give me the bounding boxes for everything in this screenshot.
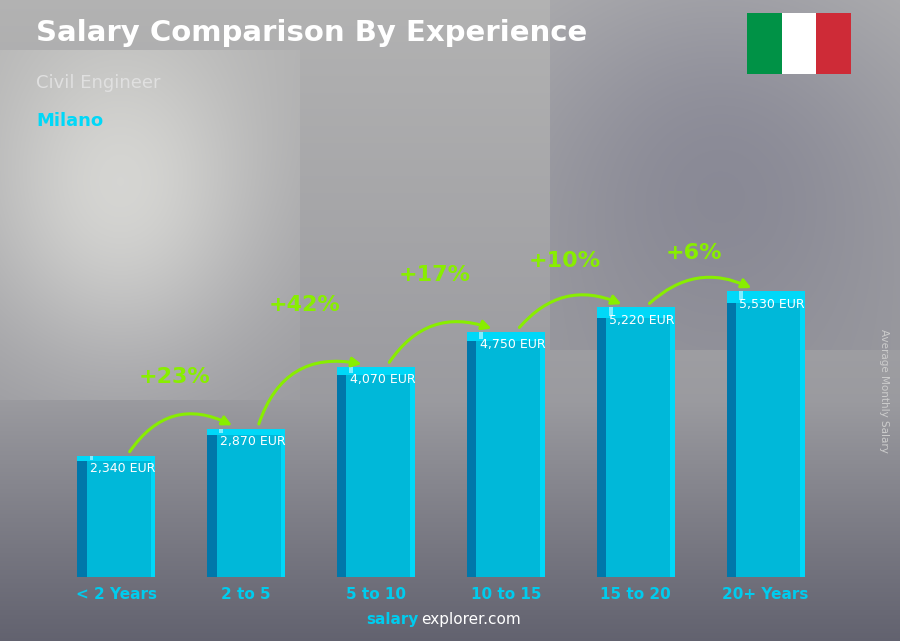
Bar [338,367,415,375]
Bar [726,292,736,577]
Bar [220,429,223,433]
Bar [479,331,483,340]
Text: 5,530 EUR: 5,530 EUR [739,297,805,310]
Text: +6%: +6% [666,243,723,263]
Bar [338,367,415,577]
Text: Average Monthly Salary: Average Monthly Salary [878,329,889,453]
Bar [89,456,94,460]
Bar [597,308,675,318]
Bar [150,456,156,577]
Bar [467,331,476,577]
Bar [338,367,346,577]
Bar [747,13,781,74]
Bar [670,308,675,577]
Text: 2,870 EUR: 2,870 EUR [220,435,285,448]
Bar [597,308,675,577]
Bar [207,429,285,577]
Bar [597,308,607,577]
Bar [726,292,805,577]
Bar [467,331,544,342]
Text: Milano: Milano [36,112,104,130]
Text: 5,220 EUR: 5,220 EUR [609,313,675,326]
Bar [781,13,816,74]
Text: +10%: +10% [528,251,600,271]
Text: Salary Comparison By Experience: Salary Comparison By Experience [36,19,587,47]
Text: Civil Engineer: Civil Engineer [36,74,160,92]
Text: +17%: +17% [399,265,471,285]
Bar [349,367,353,374]
Bar [609,308,613,316]
Bar [207,429,285,435]
Bar [77,456,156,461]
Bar [540,331,544,577]
Bar [726,292,805,303]
Bar [410,367,415,577]
Text: +23%: +23% [139,367,211,387]
Text: 2,340 EUR: 2,340 EUR [90,462,156,475]
Bar [77,456,156,577]
Text: explorer.com: explorer.com [421,612,521,627]
Bar [281,429,285,577]
Bar [207,429,217,577]
Bar [467,331,544,577]
Text: +42%: +42% [269,295,340,315]
Text: 4,750 EUR: 4,750 EUR [480,338,545,351]
Bar [739,292,742,301]
Bar [800,292,805,577]
Bar [77,456,86,577]
Text: salary: salary [366,612,418,627]
Bar [816,13,850,74]
Text: 4,070 EUR: 4,070 EUR [350,373,416,386]
